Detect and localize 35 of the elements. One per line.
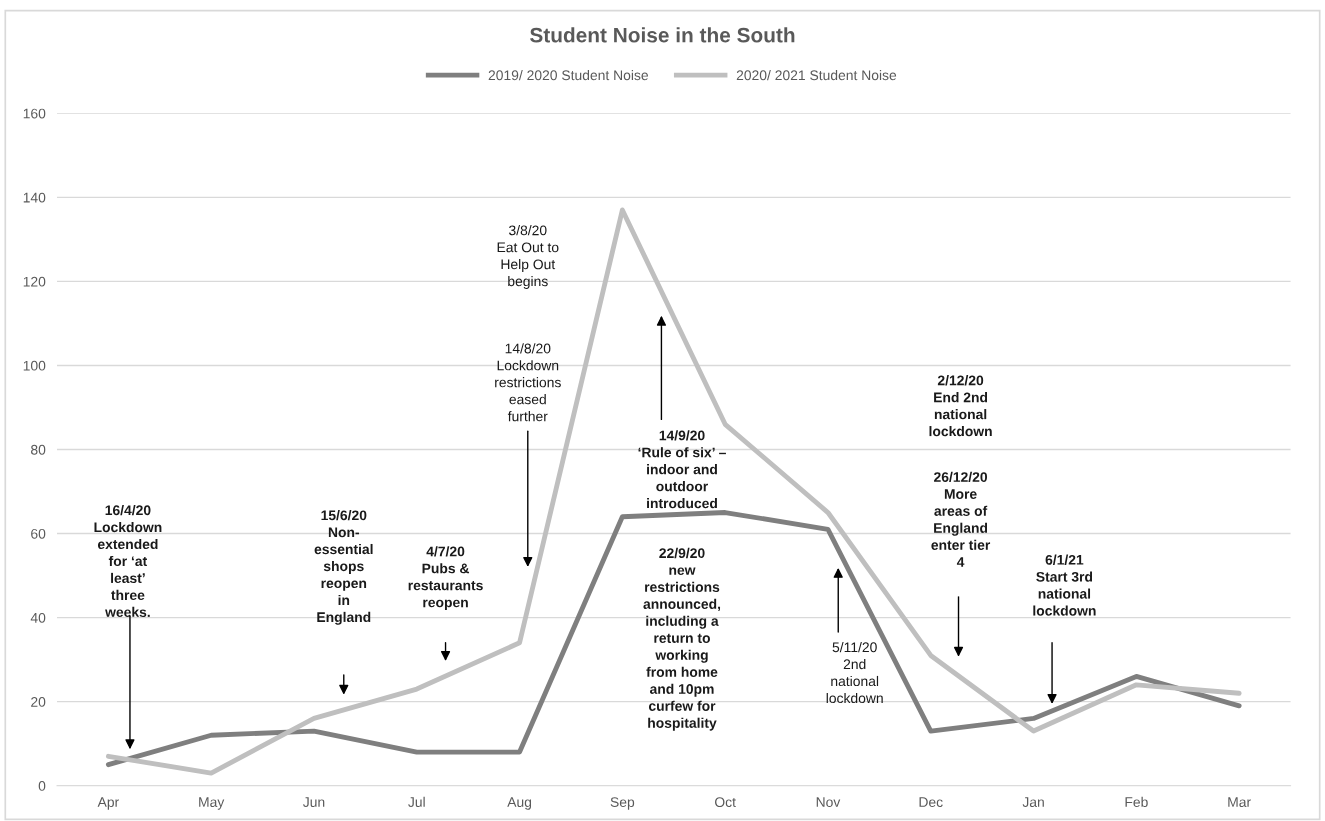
annotation: 26/12/20 More areas of England enter tier 4: [931, 471, 991, 567]
annotation: 14/8/20 Lockdown restrictions eased further: [495, 343, 561, 422]
y-tick-label: 20: [31, 696, 46, 707]
annotation: 4/7/20 Pubs & restaurants reopen: [408, 546, 483, 611]
x-tick-label: Jul: [408, 796, 425, 808]
x-tick-label: Aug: [507, 797, 532, 810]
x-tick-label: Jun: [302, 797, 325, 808]
y-tick-label: 0: [38, 781, 46, 791]
y-tick-label: 100: [23, 360, 46, 371]
x-tick-label: Nov: [816, 797, 841, 808]
annotation: 2/12/20 End 2nd national lockdown: [929, 375, 992, 437]
y-tick-label: 40: [30, 612, 46, 623]
annotation: 16/4/20 Lockdown extended for ‘at least’ three weeks.: [94, 504, 162, 618]
y-tick-label: 160: [23, 108, 46, 119]
text: 22/9/20 new restrictions announced, including a return to working from home and 10pm curfew for hospitality: [643, 547, 721, 731]
annotation: 14/9/20 ‘Rule of six’ – indoor and outdoor introduced: [638, 430, 726, 509]
x-tick-label: Mar: [1228, 797, 1251, 808]
annotation: 3/8/20 Eat Out to Help Out begins: [497, 225, 559, 289]
legend-label: 2019/ 2020 Student Noise: [488, 69, 649, 81]
y-tick-label: 120: [23, 276, 46, 287]
annotation: 5/11/20 2nd national lockdown: [826, 641, 883, 704]
annotation: 6/1/21 Start 3rd national lockdown: [1033, 554, 1096, 616]
x-tick-label: Oct: [715, 797, 736, 808]
chart-title: Student Noise in the South: [530, 27, 795, 43]
x-tick-label: Dec: [919, 797, 943, 808]
y-tick-label: 60: [31, 528, 46, 539]
legend-label: 2020/ 2021 Student Noise: [736, 69, 897, 81]
x-tick-label: Sep: [610, 797, 635, 810]
y-tick-label: 140: [23, 192, 46, 203]
x-tick-label: May: [199, 797, 225, 810]
y-tick-label: 80: [31, 444, 46, 455]
x-tick-label: Jan: [1022, 797, 1044, 808]
x-tick-label: Apr: [97, 797, 119, 810]
annotation: 15/6/20 Non- essential shops reopen in England: [314, 510, 373, 625]
x-tick-label: Feb: [1125, 796, 1148, 808]
